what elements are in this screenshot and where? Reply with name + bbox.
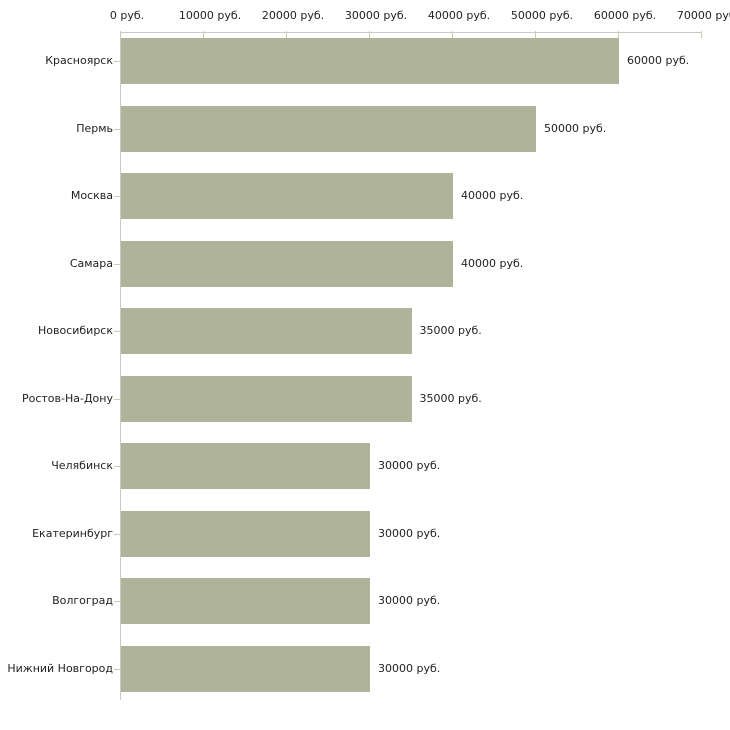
x-axis-tick-mark [369,31,370,38]
x-axis-tick-label: 50000 руб. [510,9,574,22]
bar [121,308,412,355]
y-axis-line [120,32,121,700]
bar [121,38,619,84]
x-axis-tick-label: 30000 руб. [344,9,408,22]
x-axis-tick-label: 60000 руб. [593,9,657,22]
y-axis-tick-mark [114,399,121,400]
value-label: 40000 руб. [461,256,524,270]
y-axis-tick-mark [114,534,121,535]
category-label: Ростов-На-Дону [21,391,113,405]
value-label: 30000 руб. [378,661,441,675]
value-label: 30000 руб. [378,594,441,608]
value-label: 30000 руб. [378,459,441,473]
value-label: 35000 руб. [419,391,482,405]
x-axis-tick-label: 70000 руб. [676,9,730,22]
value-label: 50000 руб. [544,121,607,135]
value-label: 40000 руб. [461,189,524,203]
y-axis-tick-mark [114,196,121,197]
bar [121,510,370,557]
bar [121,375,412,422]
value-label: 60000 руб. [627,54,690,67]
x-axis-tick-mark [452,31,453,38]
y-axis-tick-mark [114,129,121,130]
y-axis-tick-mark [114,331,121,332]
value-label: 30000 руб. [378,526,441,540]
category-label: Москва [70,189,113,203]
bar [121,578,370,625]
y-axis-tick-mark [114,264,121,265]
x-axis-tick-mark [701,31,702,38]
y-axis-tick-mark [114,669,121,670]
x-axis-tick-mark [203,31,204,38]
x-axis-tick-mark [286,31,287,38]
y-axis-tick-mark [114,61,121,62]
x-axis-tick-label: 0 руб. [109,9,145,22]
bar [121,105,536,152]
x-axis-tick-label: 10000 руб. [178,9,242,22]
x-axis-line [120,32,702,33]
bar [121,645,370,692]
category-label: Новосибирск [37,324,113,338]
category-label: Красноярск [45,54,113,67]
value-label: 35000 руб. [419,324,482,338]
category-label: Волгоград [52,594,113,608]
category-label: Самара [69,256,113,270]
category-label: Пермь [76,121,113,135]
bar [121,443,370,490]
bar [121,173,453,220]
y-axis-tick-mark [114,601,121,602]
category-label: Нижний Новгород [7,661,113,675]
x-axis-tick-label: 40000 руб. [427,9,491,22]
x-axis-tick-label: 20000 руб. [261,9,325,22]
category-label: Челябинск [51,459,113,473]
x-axis-tick-mark [535,31,536,38]
bar [121,240,453,287]
category-label: Екатеринбург [32,526,113,540]
x-axis-tick-mark [618,31,619,38]
y-axis-tick-mark [114,466,121,467]
